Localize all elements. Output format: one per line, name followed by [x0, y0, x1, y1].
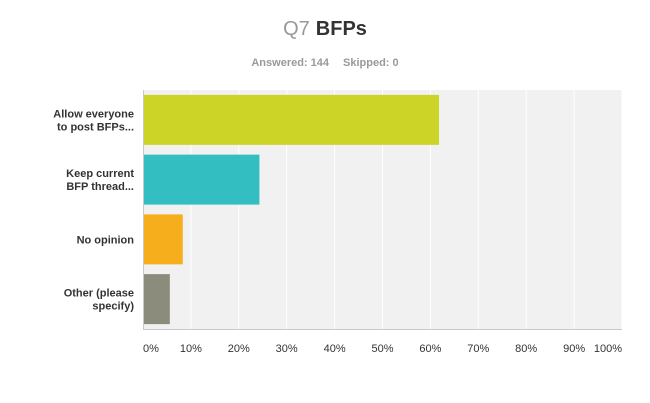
x-tick-label: 30%	[276, 343, 298, 355]
category-label: Allow everyone	[53, 108, 134, 120]
response-summary: Answered: 144 Skipped: 0	[0, 57, 650, 69]
x-tick-label: 40%	[324, 343, 346, 355]
bar	[144, 274, 170, 325]
chart-title: Q7 BFPs	[0, 18, 650, 41]
category-label: Other (please	[64, 288, 134, 300]
question-title: BFPs	[315, 18, 367, 40]
category-label: Keep current	[66, 168, 134, 180]
x-tick-label: 100%	[594, 343, 622, 355]
x-tick-label: 50%	[371, 343, 393, 355]
x-tick-label: 20%	[228, 343, 250, 355]
bar	[144, 214, 183, 265]
x-tick-label: 90%	[563, 343, 585, 355]
answered-count: Answered: 144	[251, 57, 330, 69]
question-number: Q7	[283, 18, 310, 40]
category-label: No opinion	[77, 234, 135, 246]
category-label: to post BFPs...	[57, 121, 134, 133]
x-tick-label: 10%	[180, 343, 202, 355]
bar	[144, 154, 260, 205]
category-label: specify)	[92, 301, 134, 313]
x-tick-label: 60%	[419, 343, 441, 355]
bar	[144, 94, 440, 145]
x-tick-label: 0%	[143, 343, 159, 355]
category-label: BFP thread...	[66, 181, 134, 193]
x-tick-label: 80%	[515, 343, 537, 355]
x-tick-label: 70%	[467, 343, 489, 355]
skipped-count: Skipped: 0	[343, 57, 399, 69]
